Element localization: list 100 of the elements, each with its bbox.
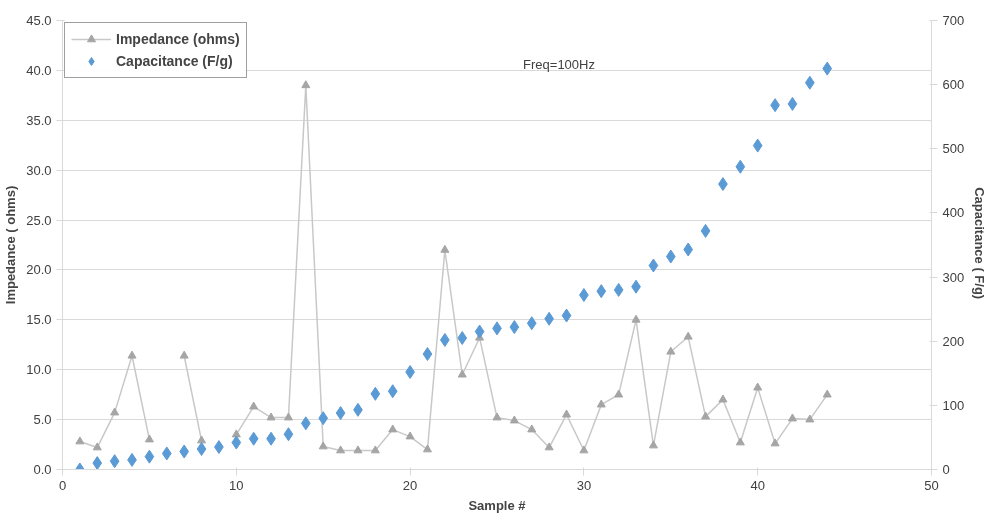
point (614, 389, 624, 398)
y-tick-label: 5.0 (33, 412, 52, 428)
point (318, 411, 329, 426)
point (509, 320, 520, 335)
point (666, 346, 676, 355)
point (665, 249, 676, 264)
point (596, 284, 607, 299)
x-tick-label: 50 (924, 477, 939, 493)
point (422, 444, 432, 453)
point (301, 80, 311, 89)
point (718, 394, 728, 403)
point (388, 424, 398, 433)
y-tick-label: 20.0 (26, 262, 52, 278)
point (457, 331, 468, 346)
y2-tick-label: 300 (942, 269, 965, 285)
point (527, 424, 537, 433)
point (648, 258, 659, 273)
y-tick-label: 45.0 (26, 13, 52, 28)
point (405, 431, 415, 440)
annotation: Freq=100Hz (523, 57, 595, 73)
point (197, 435, 207, 444)
y-tick-label: 0.0 (33, 462, 52, 477)
point (370, 445, 380, 454)
point (735, 159, 746, 174)
point (562, 409, 572, 418)
point (405, 365, 415, 379)
point (179, 350, 189, 359)
point (318, 441, 328, 450)
y-tick-label: 25.0 (26, 212, 52, 228)
y-tick-label: 40.0 (26, 62, 52, 78)
point (753, 382, 763, 391)
point (231, 429, 241, 438)
x-tick-label: 30 (576, 477, 592, 493)
point (110, 407, 120, 416)
point (248, 431, 259, 446)
point (544, 442, 554, 451)
point (109, 454, 120, 469)
point (683, 242, 694, 257)
point (387, 384, 398, 399)
point (336, 445, 346, 454)
point (526, 316, 537, 331)
y2-tick-label: 0 (942, 462, 950, 477)
point (561, 308, 572, 323)
y2-tick-label: 700 (942, 13, 965, 28)
point (127, 350, 137, 359)
point (735, 437, 745, 446)
y2-tick-label: 600 (942, 77, 965, 93)
point (92, 456, 103, 470)
point (370, 386, 381, 401)
point (440, 244, 450, 253)
point (509, 415, 519, 424)
point (631, 314, 641, 323)
point (596, 399, 606, 408)
point (787, 413, 797, 422)
y2-tick-label: 100 (942, 397, 965, 413)
point (422, 347, 433, 362)
point (648, 440, 658, 449)
x-tick-label: 0 (58, 477, 67, 493)
y-tick-label: 10.0 (26, 362, 52, 378)
y2-tick-label: 500 (942, 141, 965, 157)
y-axis-title: Impedance ( ohms) (3, 185, 19, 305)
point (457, 369, 467, 378)
point (822, 61, 833, 76)
point (787, 96, 798, 111)
legend-label: Impedance (ohms) (116, 31, 240, 47)
point (700, 223, 711, 238)
x-axis-title: Sample # (468, 497, 527, 513)
point (822, 389, 832, 398)
x-tick-label: 10 (229, 477, 244, 493)
point (492, 412, 502, 421)
point (144, 434, 154, 443)
point (249, 401, 259, 410)
point (683, 331, 693, 340)
point (805, 414, 815, 423)
point (474, 324, 485, 339)
y-tick-label: 15.0 (26, 312, 52, 328)
point (613, 282, 624, 297)
point (231, 435, 242, 450)
point (300, 416, 311, 431)
point (701, 411, 711, 420)
y-tick-label: 35.0 (26, 112, 52, 128)
x-tick-label: 40 (750, 477, 765, 493)
point (283, 427, 294, 442)
point (335, 406, 346, 421)
point (196, 441, 207, 456)
y2-tick-label: 400 (942, 205, 965, 221)
point (144, 449, 155, 464)
y2-axis-title: Capacitance ( F/g) (972, 187, 988, 300)
y2-tick-label: 200 (942, 333, 965, 349)
point (579, 445, 589, 454)
y-tick-label: 30.0 (26, 162, 52, 178)
point (283, 412, 293, 421)
point (266, 412, 276, 421)
x-tick-label: 20 (402, 477, 418, 493)
point (161, 446, 172, 461)
point (92, 442, 102, 451)
point (770, 438, 780, 447)
legend-label: Capacitance (F/g) (116, 53, 233, 69)
point (75, 436, 85, 445)
point (353, 445, 363, 454)
